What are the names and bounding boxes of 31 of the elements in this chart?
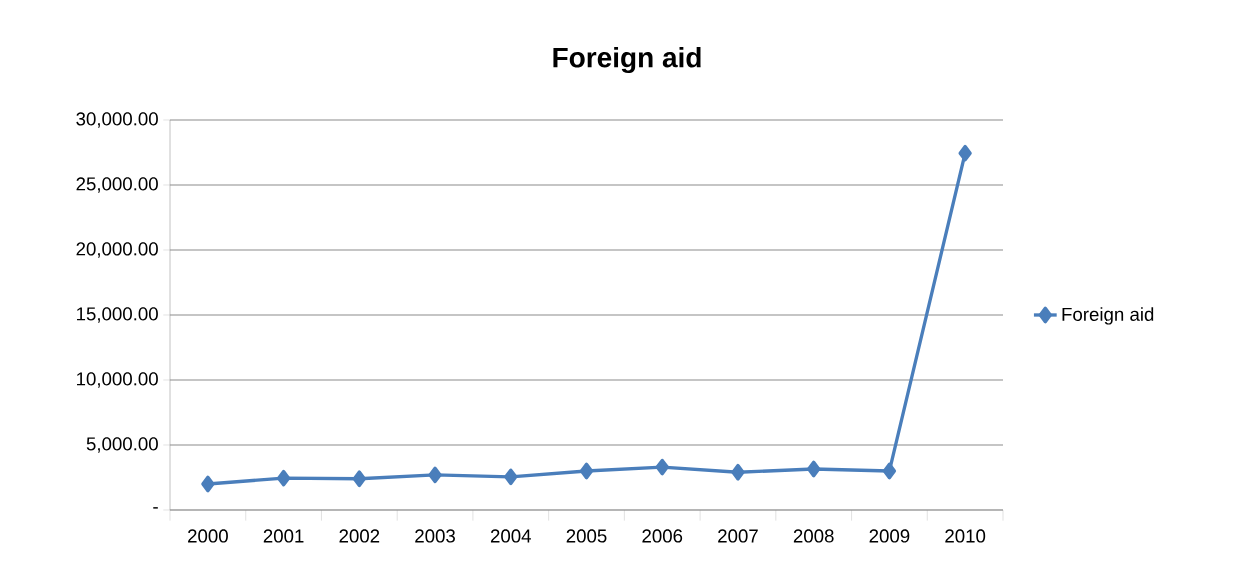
point [352,470,366,488]
point [428,466,442,484]
point [807,460,821,478]
x-tick-label: 2004 [490,529,531,543]
x-tick-label: 2002 [339,529,380,543]
x-tick-label: 2000 [188,529,228,543]
point [731,463,745,481]
x-tick-label: 2006 [642,529,683,543]
x-tick-label: 2007 [718,529,758,543]
chart-title: Foreign aid [553,46,701,74]
x-tick-label: 2009 [869,529,910,543]
y-tick-label: 5,000.00 [86,437,158,453]
point [276,469,291,487]
point [655,458,669,476]
x-tick-label: 2008 [793,529,834,543]
point [958,144,972,162]
x-tick-label: 2003 [415,529,455,543]
y-tick-label: - [153,507,158,509]
y-tick-label: 30,000.00 [76,112,158,128]
y-tick-label: 25,000.00 [76,177,158,193]
point [579,462,594,480]
point [504,468,518,486]
y-tick-label: 20,000.00 [76,242,158,258]
x-tick-label: 2001 [263,529,304,543]
legend-label: Foreign aid [1062,307,1154,325]
y-tick-label: 10,000.00 [77,372,158,388]
point [201,475,215,493]
y-tick-label: 15,000.00 [77,307,158,323]
x-tick-label: 2010 [945,529,986,543]
x-tick-label: 2005 [566,529,607,543]
point [882,462,897,480]
